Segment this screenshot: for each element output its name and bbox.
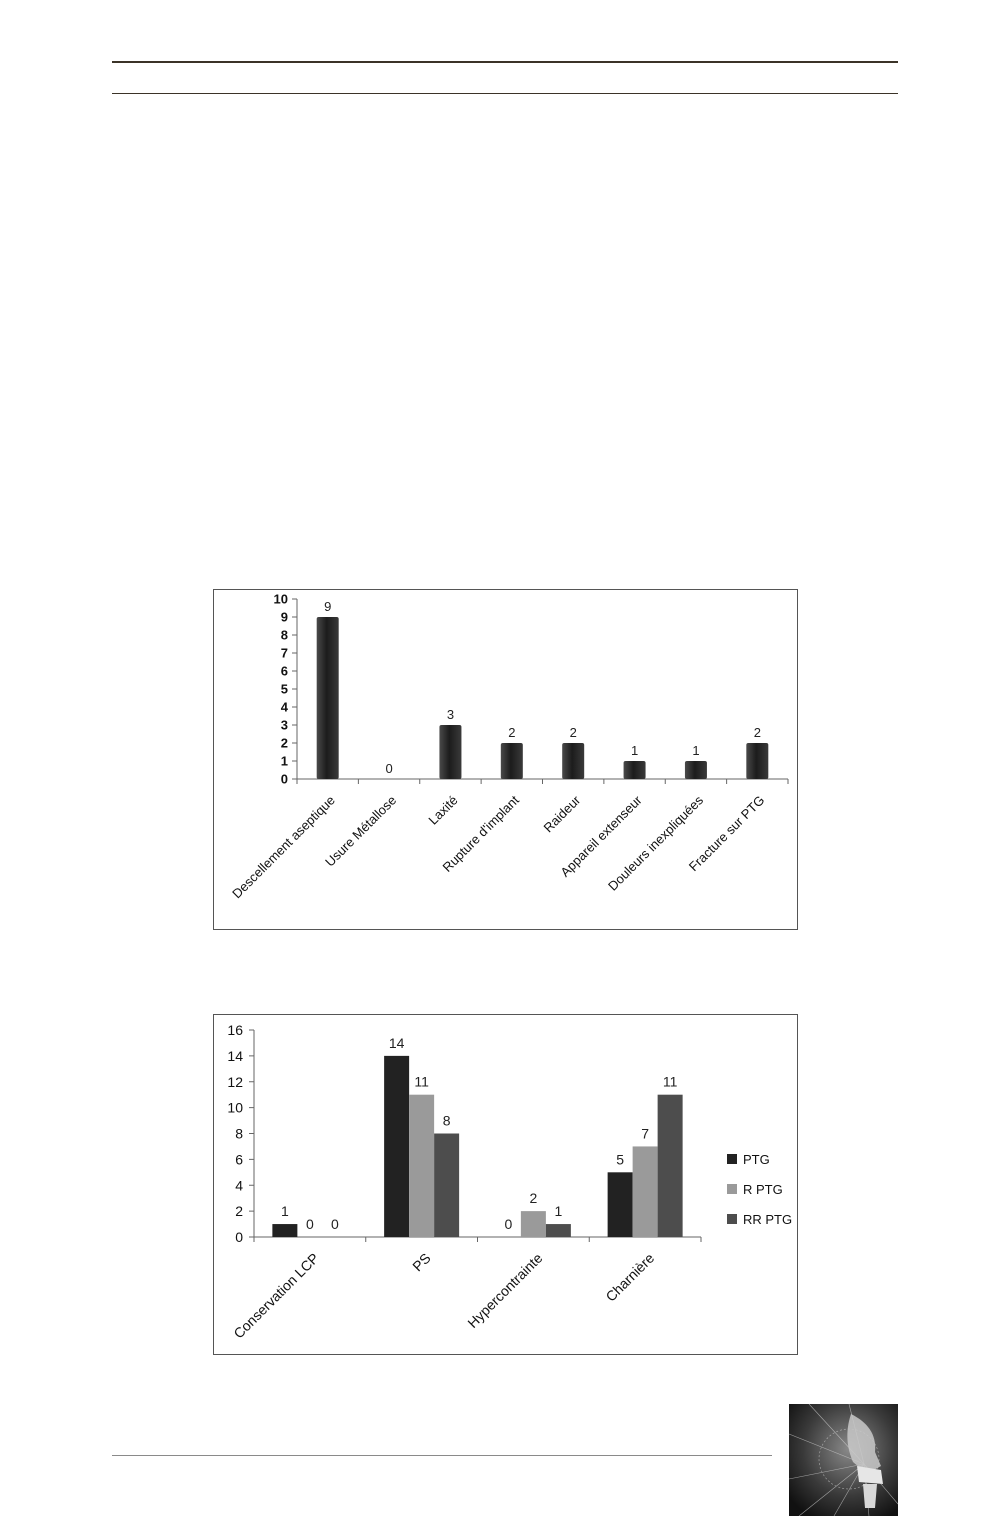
y-tick-label: 16 <box>227 1022 243 1038</box>
data-label: 14 <box>389 1035 405 1051</box>
bar <box>746 743 769 779</box>
x-tick-label: Conservation LCP <box>230 1250 322 1342</box>
bar <box>607 1172 633 1237</box>
y-tick-label: 10 <box>274 592 288 607</box>
y-tick-label: 6 <box>281 664 288 679</box>
chart-revision-causes: 0 1 2 3 4 5 6 7 8 9 10 9 Descellement aseptique 0 Usur… <box>213 589 798 930</box>
data-label: 11 <box>663 1074 678 1090</box>
x-tick-label: Hypercontrainte <box>464 1250 545 1331</box>
header-rule-bottom <box>112 93 898 94</box>
knee-prosthesis-logo-image <box>788 1403 899 1516</box>
y-tick-label: 2 <box>281 736 288 751</box>
bar <box>623 761 646 779</box>
y-tick-label: 3 <box>281 718 288 733</box>
data-label: 2 <box>570 725 577 740</box>
y-tick-label: 0 <box>235 1229 243 1245</box>
data-label: 0 <box>306 1216 314 1232</box>
data-label: 0 <box>385 761 392 776</box>
data-label: 5 <box>616 1151 624 1167</box>
data-label: 1 <box>281 1203 289 1219</box>
y-tick-label: 4 <box>235 1177 243 1193</box>
bar <box>439 725 462 779</box>
legend-label: RR PTG <box>743 1212 792 1227</box>
data-label: 1 <box>631 743 638 758</box>
y-tick-label: 1 <box>281 754 288 769</box>
x-tick-label: Raideur <box>541 792 584 835</box>
y-tick-label: 0 <box>281 772 288 787</box>
bar <box>316 617 339 779</box>
data-label: 8 <box>443 1113 451 1129</box>
bar <box>409 1094 435 1237</box>
data-label: 3 <box>447 707 454 722</box>
y-tick-label: 9 <box>281 610 288 625</box>
x-tick-label: Charnière <box>602 1250 657 1305</box>
bar <box>562 743 585 779</box>
bar <box>632 1146 658 1237</box>
x-tick-label: PS <box>409 1250 434 1275</box>
data-label: 2 <box>508 725 515 740</box>
data-label: 7 <box>641 1125 649 1141</box>
bar <box>384 1055 410 1237</box>
y-tick-label: 14 <box>227 1048 243 1064</box>
bar <box>545 1224 571 1237</box>
footer-rule <box>112 1455 772 1456</box>
y-tick-label: 2 <box>235 1203 243 1219</box>
y-tick-label: 5 <box>281 682 288 697</box>
legend-swatch <box>727 1154 737 1164</box>
y-tick-label: 8 <box>235 1126 243 1142</box>
data-label: 9 <box>324 599 331 614</box>
data-label: 1 <box>692 743 699 758</box>
x-tick-label: Descellement aseptique <box>229 793 338 902</box>
y-tick-label: 4 <box>281 700 289 715</box>
chart-implant-types: 0 2 4 6 8 10 12 14 16 1 0 0 Conservation LCP 14 11 8 PS 0… <box>213 1014 798 1355</box>
bar <box>684 761 707 779</box>
data-label: 2 <box>529 1190 537 1206</box>
y-tick-label: 10 <box>227 1100 243 1116</box>
legend-swatch <box>727 1214 737 1224</box>
legend-swatch <box>727 1184 737 1194</box>
y-tick-label: 12 <box>227 1074 243 1090</box>
bar <box>520 1211 546 1237</box>
y-tick-label: 8 <box>281 628 288 643</box>
data-label: 0 <box>331 1216 339 1232</box>
data-label: 1 <box>554 1203 562 1219</box>
legend-label: R PTG <box>743 1182 783 1197</box>
knee-prosthesis-logo-icon <box>788 1403 899 1516</box>
data-label: 11 <box>414 1074 429 1090</box>
bar <box>657 1094 683 1237</box>
data-label: 2 <box>754 725 761 740</box>
header-rule-top <box>112 61 898 63</box>
y-tick-label: 6 <box>235 1151 243 1167</box>
bar <box>434 1133 460 1237</box>
bar <box>272 1224 298 1237</box>
x-tick-label: Laxité <box>425 793 460 828</box>
data-label: 0 <box>504 1216 512 1232</box>
legend-label: PTG <box>743 1152 770 1167</box>
bar <box>500 743 523 779</box>
y-tick-label: 7 <box>281 646 288 661</box>
